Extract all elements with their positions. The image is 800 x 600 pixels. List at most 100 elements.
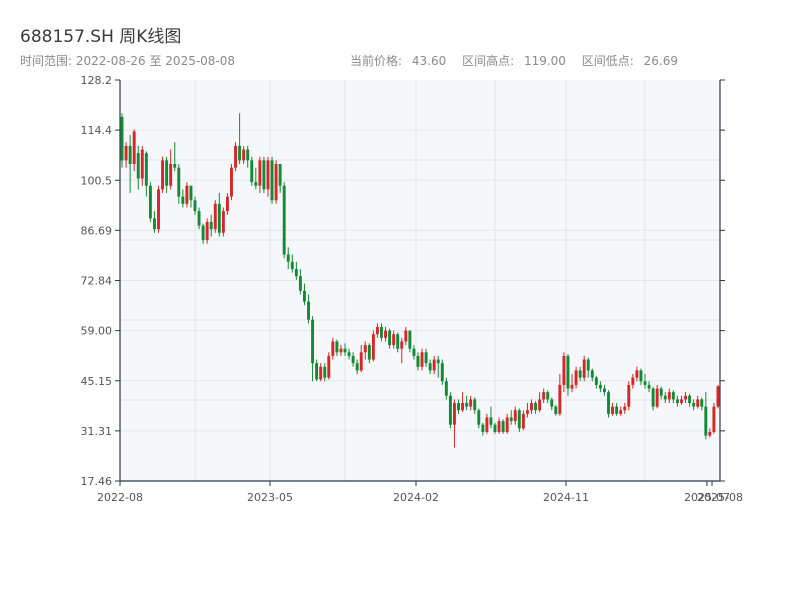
candle (704, 392, 708, 440)
candle-body (570, 384, 574, 389)
x-tick-label: 2022-08 (97, 491, 143, 504)
y-tick-label: 17.46 (81, 475, 113, 488)
candle (412, 345, 416, 360)
candle-body (424, 352, 428, 364)
candle-body (700, 399, 704, 407)
candle-body (680, 399, 683, 404)
date-range-label: 时间范围: (20, 54, 73, 68)
y-tick-label: 128.2 (81, 74, 113, 87)
candle-body (428, 363, 432, 371)
candle-body (586, 359, 590, 371)
candle (611, 403, 615, 416)
candle (623, 403, 627, 414)
candle-body (550, 399, 554, 407)
candle (404, 326, 408, 346)
candle (692, 399, 696, 411)
candle-body (615, 406, 619, 414)
range-high-value: 119.00 (523, 54, 566, 68)
candle (453, 399, 456, 448)
candle-body (234, 145, 237, 168)
candle (570, 374, 574, 393)
candle-body (558, 384, 562, 414)
candle-body (647, 384, 651, 389)
candle-body (124, 145, 128, 161)
candle-body (603, 388, 606, 393)
candle-body (546, 392, 550, 400)
candle-body (351, 355, 355, 364)
candle-body (140, 149, 144, 179)
candle (339, 345, 343, 356)
candle (213, 200, 217, 233)
candle-body (274, 164, 278, 201)
candle-body (635, 370, 639, 378)
candle (185, 182, 189, 208)
range-low-value: 26.69 (643, 54, 678, 68)
candle-body (388, 330, 392, 346)
candle-body (671, 392, 675, 400)
candle (627, 381, 631, 411)
candle (542, 388, 546, 404)
candle (485, 413, 489, 434)
candle (615, 403, 619, 416)
candle-body (221, 211, 225, 233)
candle (477, 408, 481, 429)
candle (189, 185, 193, 208)
x-tick-label: 2024-02 (393, 491, 439, 504)
candle-body (173, 164, 177, 168)
candle-body (509, 417, 513, 422)
candle (619, 406, 623, 416)
candle (497, 417, 501, 434)
candle (582, 355, 586, 382)
candle (197, 207, 201, 230)
candle (607, 390, 610, 418)
candle (193, 196, 197, 215)
y-tick-label: 45.15 (81, 375, 113, 388)
candle-body (554, 406, 558, 414)
candle (546, 390, 550, 404)
range-high: 区间高点: 119.00 (456, 54, 566, 68)
range-low-label: 区间低点: (581, 54, 634, 68)
candle (258, 156, 262, 193)
candle-body (639, 370, 643, 382)
candle (392, 330, 396, 349)
candle (639, 368, 643, 385)
candle (181, 189, 185, 208)
candle-body (400, 341, 404, 349)
candle (578, 366, 582, 382)
date-end: 2025-08-08 (165, 54, 236, 68)
candle (517, 408, 521, 432)
candle-body (209, 221, 213, 230)
candle-body (408, 330, 412, 349)
candle-body (538, 399, 542, 411)
candle (221, 207, 225, 237)
candle (444, 377, 448, 400)
candle (331, 337, 335, 360)
x-tick-label: 2023-05 (247, 491, 293, 504)
candle-body (627, 384, 631, 407)
candle (298, 269, 302, 295)
candle (643, 374, 647, 389)
candle-body (201, 225, 205, 241)
candle (343, 343, 347, 356)
candle (173, 142, 177, 172)
candle-body (598, 384, 602, 389)
candle (631, 374, 635, 389)
candle (493, 422, 497, 434)
candle (157, 185, 160, 233)
candle (303, 283, 306, 306)
candle (144, 151, 148, 197)
candle-body (205, 221, 209, 241)
candle (594, 375, 598, 389)
candle (165, 156, 169, 193)
candle (465, 395, 469, 411)
candle-body (380, 326, 383, 338)
candle-body (465, 403, 469, 407)
x-tick-label: 2025-08 (697, 491, 743, 504)
candle (290, 254, 294, 273)
candle-body (225, 196, 229, 212)
candle-body (594, 377, 598, 385)
candle-body (712, 406, 716, 432)
candle-body (619, 410, 623, 414)
candle-body (238, 145, 242, 161)
candle-body (282, 185, 286, 255)
